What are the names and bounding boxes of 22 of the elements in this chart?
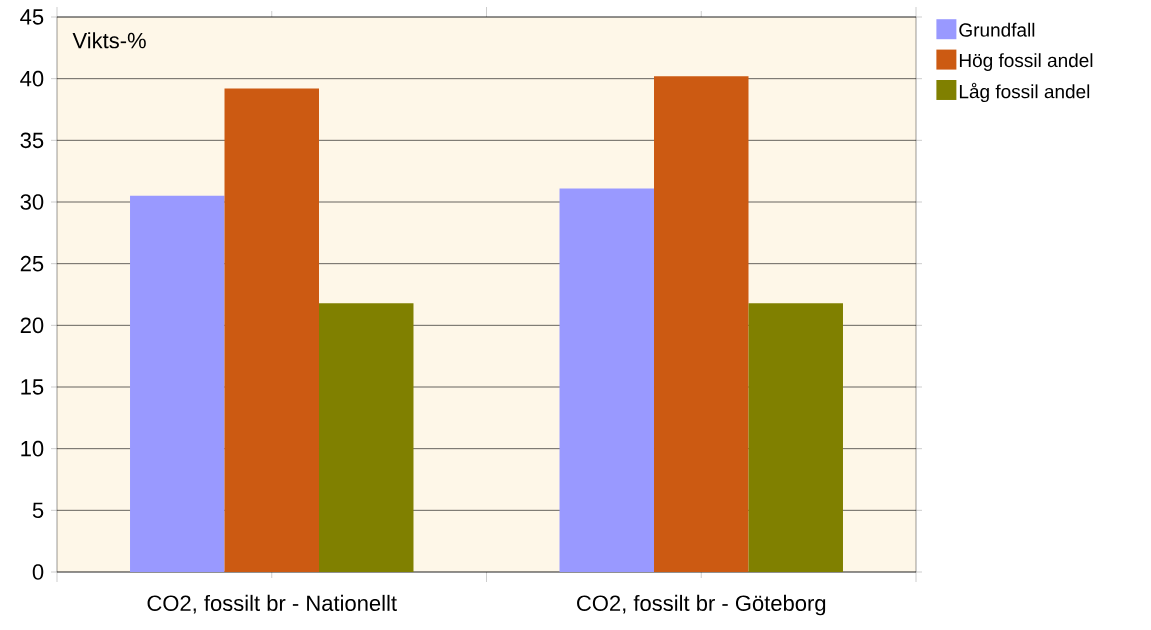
legend-label: Hög fossil andel bbox=[959, 53, 1093, 71]
y-tick-label: 45 bbox=[20, 9, 44, 25]
y-tick-label: 25 bbox=[20, 255, 44, 272]
bar bbox=[319, 303, 414, 572]
legend-label: Låg fossil andel bbox=[959, 82, 1090, 103]
y-tick-label: 10 bbox=[21, 440, 44, 457]
bar bbox=[130, 195, 225, 572]
y-tick-label: 35 bbox=[20, 132, 44, 149]
y-tick-label: 15 bbox=[21, 379, 44, 395]
y-tick-label: 5 bbox=[32, 502, 44, 519]
y-axis-title: Vikts-% bbox=[72, 32, 146, 49]
bar bbox=[654, 76, 749, 572]
y-tick-label: 40 bbox=[20, 70, 44, 87]
x-tick-label: CO2, fossilt br - Göteborg bbox=[577, 594, 826, 616]
bar bbox=[748, 303, 843, 572]
x-tick-label: CO2, fossilt br - Nationellt bbox=[147, 594, 397, 614]
legend-label: Grundfall bbox=[959, 22, 1035, 37]
y-tick-label: 20 bbox=[20, 317, 44, 334]
y-tick-label: 0 bbox=[32, 564, 44, 580]
bar bbox=[559, 188, 655, 572]
y-tick-label: 30 bbox=[20, 194, 44, 210]
bar bbox=[224, 88, 319, 572]
